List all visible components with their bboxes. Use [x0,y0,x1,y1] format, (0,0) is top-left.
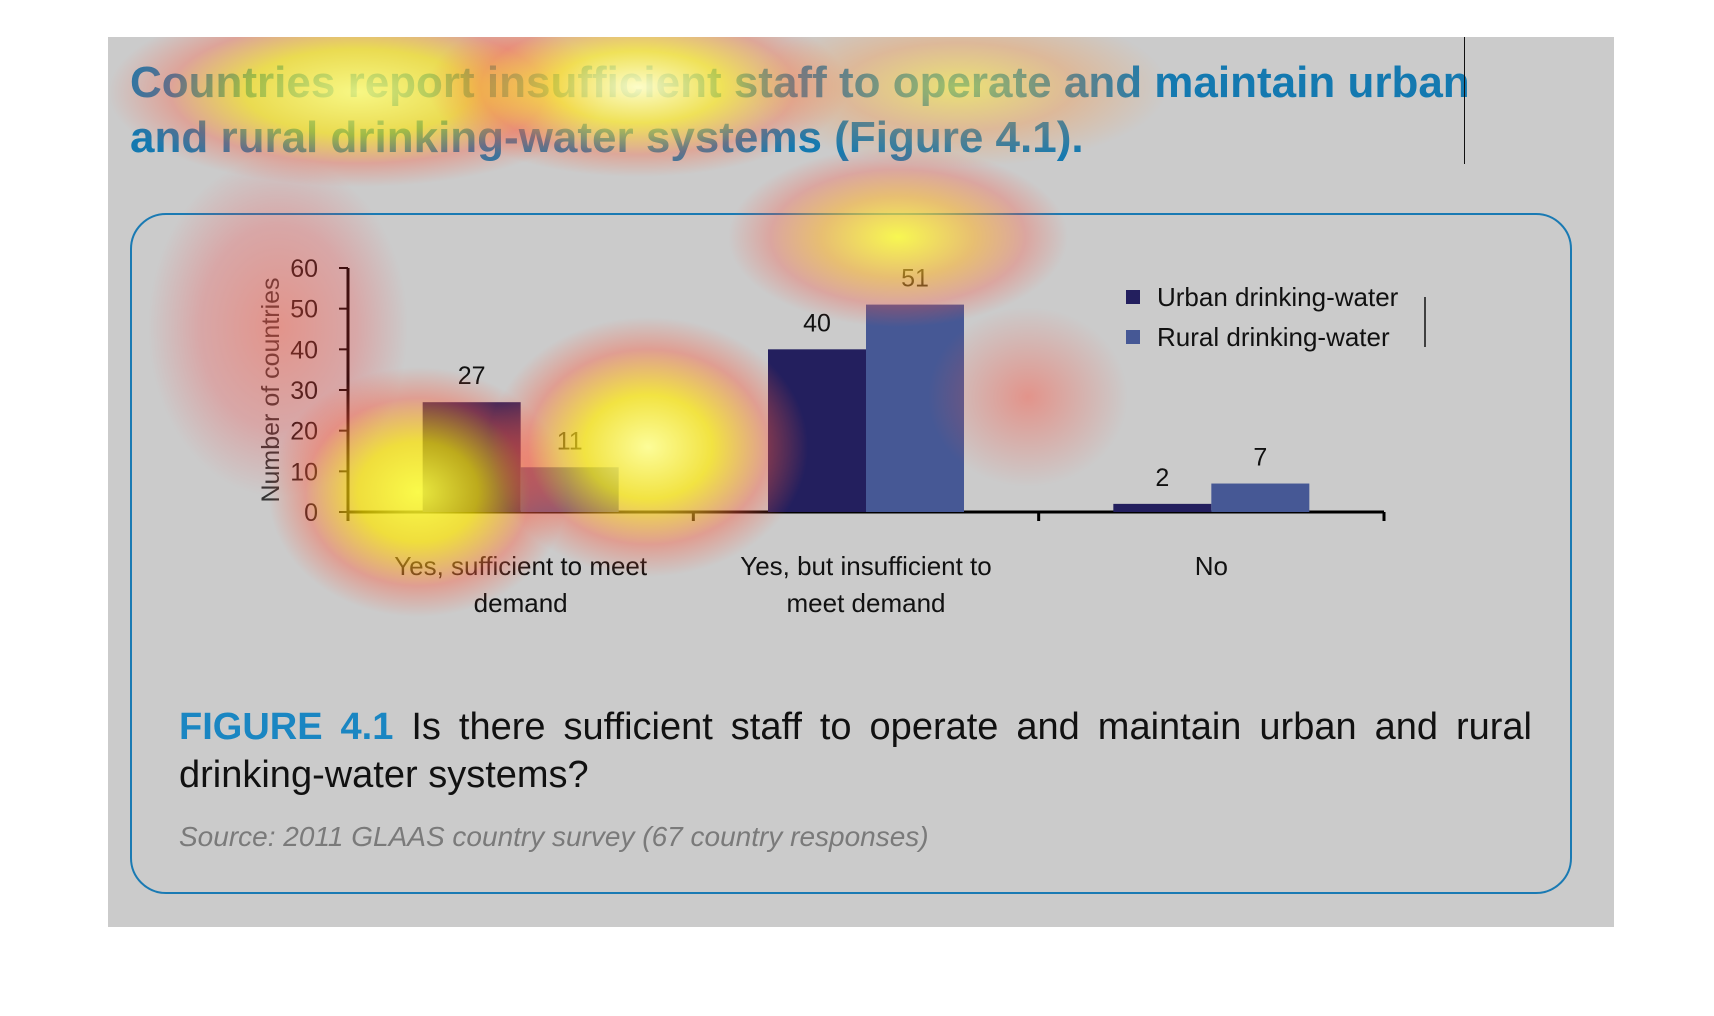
legend-swatch [1126,330,1140,344]
y-tick-label: 40 [290,336,318,364]
bar-urban [422,402,521,512]
x-tick-label: demand [474,588,568,618]
bar-rural [866,304,964,512]
data-label: 2 [1155,464,1169,492]
document-page: Countries report insufficient staff to o… [108,37,1614,927]
figure-label: FIGURE 4.1 [179,706,394,748]
data-label: 7 [1253,444,1267,472]
figure-source: Source: 2011 GLAAS country survey (67 co… [179,821,929,852]
legend-label: Urban drinking-water [1157,282,1399,312]
legend-label: Rural drinking-water [1157,322,1390,352]
y-tick-label: 0 [304,499,318,527]
y-tick-label: 30 [290,377,318,405]
y-tick-label: 10 [290,458,318,486]
bar-rural [520,467,619,512]
figure-caption-text: Is there sufficient staff to operate and… [179,706,1533,796]
bar-urban [768,349,866,512]
data-label: 11 [557,427,583,455]
data-label: 27 [458,362,486,390]
legend-swatch [1126,290,1140,304]
headline: Countries report insufficient staff to o… [130,58,1470,162]
x-tick-label: meet demand [787,588,946,618]
x-tick-label: No [1195,551,1228,581]
bar-rural [1211,483,1310,512]
figure-caption: FIGURE 4.1 Is there sufficient staff to … [179,703,1532,799]
data-label: 40 [803,309,831,337]
y-tick-label: 20 [290,418,318,446]
x-tick-label: Yes, sufficient to meet [394,551,648,581]
bar-urban [1113,503,1212,512]
text-cursor [1464,37,1465,122]
y-tick-label: 60 [290,255,318,283]
text-cursor-lower [1464,122,1465,164]
y-tick-label: 50 [290,296,318,324]
data-label: 51 [901,265,929,293]
y-axis-title: Number of countries [257,277,285,502]
x-tick-label: Yes, but insufficient to [740,551,992,581]
